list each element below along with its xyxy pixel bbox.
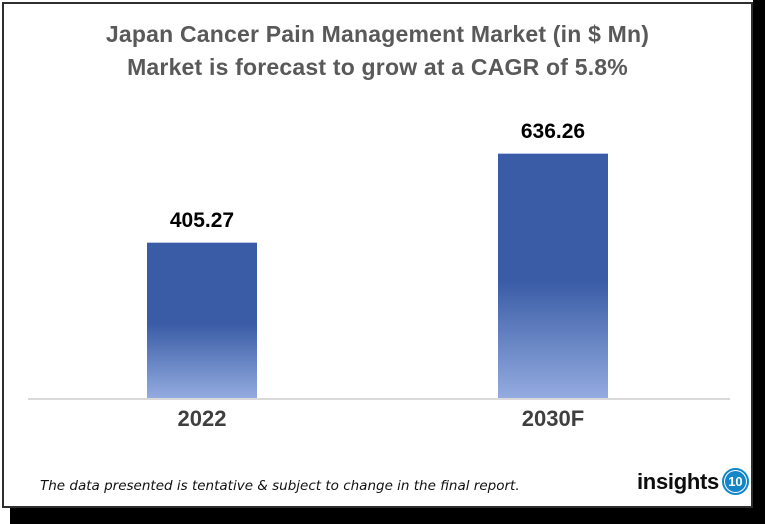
data-label-2030f: 636.26 [520,120,586,143]
logo-wordmark: insights [637,468,719,494]
x-axis-line [28,398,730,400]
bar-2022 [147,242,257,398]
chart-title: Japan Cancer Pain Management Market (in … [105,21,650,47]
data-label-2022: 405.27 [169,209,235,232]
chart-card: Japan Cancer Pain Management Market (in … [2,2,753,508]
chart-header: Japan Cancer Pain Management Market (in … [4,18,751,84]
insights10-logo: insights 10 [637,468,749,495]
disclaimer-text: The data presented is tentative & subjec… [40,478,520,494]
bar-group-2030f: 636.26 [498,120,608,398]
chart-subtitle: Market is forecast to grow at a CAGR of … [127,54,628,80]
frame-shadow-right [753,0,765,524]
logo-circle-badge: 10 [721,468,749,495]
x-tick-2030f: 2030F [521,406,585,431]
bar-2030f [498,153,608,398]
bar-group-2022: 405.27 [147,209,257,398]
x-tick-2022: 2022 [177,406,227,431]
frame-shadow-bottom [10,508,765,524]
